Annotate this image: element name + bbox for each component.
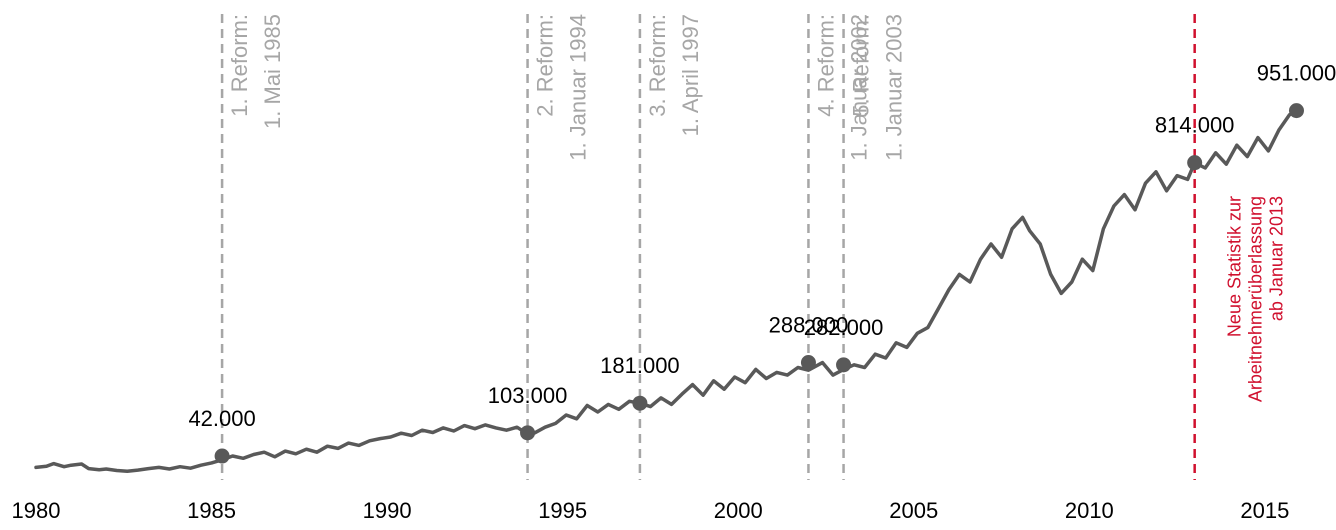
data-point — [836, 357, 852, 373]
series-line — [34, 108, 1299, 473]
data-point — [800, 355, 816, 371]
data-point-label: 181.000 — [600, 353, 680, 378]
data-point-label: 103.000 — [488, 383, 568, 408]
reform-label-date: 1. April 1997 — [678, 14, 703, 136]
statistic-break-note-line: ab Januar 2013 — [1267, 196, 1287, 321]
data-point-label: 42.000 — [188, 406, 255, 431]
data-point — [214, 448, 230, 464]
data-point — [632, 395, 648, 411]
reform-label-date: 1. Mai 1985 — [260, 14, 285, 129]
statistic-break-note-line: Arbeitnehmerüberlassung — [1246, 196, 1266, 402]
data-point-label: 814.000 — [1155, 113, 1235, 138]
x-tick-label: 1980 — [12, 498, 61, 523]
data-point-label: 288.000 — [769, 313, 849, 338]
statistic-break-note-line: Neue Statistik zur — [1225, 196, 1245, 337]
reform-label-title: 5. Reform: — [849, 14, 874, 117]
data-point-label: 951.000 — [1257, 61, 1336, 86]
reform-label-title: 4. Reform: — [813, 14, 838, 117]
x-tick-label: 2005 — [889, 498, 938, 523]
series-layer — [34, 108, 1299, 473]
reform-label-title: 3. Reform: — [645, 14, 670, 117]
reform-label-date: 1. Januar 2003 — [882, 14, 907, 161]
points-layer — [214, 103, 1304, 464]
reform-lines — [220, 14, 845, 480]
reform-labels: 1. Reform: 1. Mai 1985 2. Reform: 1. Januar… — [227, 14, 906, 161]
x-tick-label: 2010 — [1065, 498, 1114, 523]
reform-label-date: 1. Januar 1994 — [566, 14, 591, 161]
x-tick-label: 1990 — [363, 498, 412, 523]
x-tick-label: 2000 — [714, 498, 763, 523]
reform-label-title: 1. Reform: — [227, 14, 252, 117]
data-point — [1288, 103, 1304, 119]
x-tick-label: 1985 — [187, 498, 236, 523]
data-point — [520, 425, 536, 441]
reform-label-date: 1. Januar 2002 — [846, 14, 871, 161]
data-point-label: 282.000 — [804, 315, 884, 340]
x-tick-label: 1995 — [538, 498, 587, 523]
x-tick-label: 2015 — [1240, 498, 1289, 523]
statistic-break: Neue Statistik zur Arbeitnehmerüberlassun… — [1193, 14, 1287, 480]
data-point — [1187, 155, 1203, 171]
x-axis-ticks: 1980 1985 1990 1995 2000 2005 2010 2015 — [12, 498, 1290, 523]
reform-label-title: 2. Reform: — [533, 14, 558, 117]
